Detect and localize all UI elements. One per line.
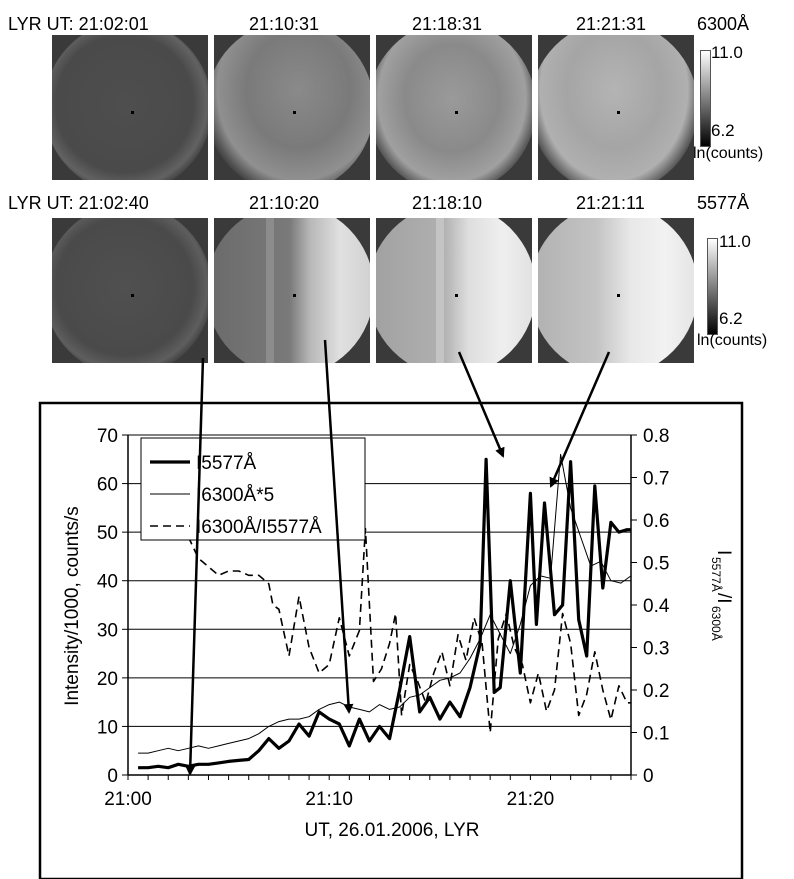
row1-time-label-2: 21:10:31 — [249, 14, 320, 34]
allsky-image-5577-2 — [214, 218, 370, 363]
y2-tick-label: 0.6 — [643, 511, 669, 532]
y-tick-label: 70 — [97, 426, 118, 447]
row1-time-label-3: 21:18:31 — [412, 14, 483, 34]
row1-cbar-min-label: 6.2 — [711, 121, 735, 140]
x-tick-label: 21:10 — [305, 789, 353, 810]
allsky-image-6300-4 — [538, 35, 694, 180]
y-tick-label: 0 — [107, 766, 118, 787]
x-axis-title: UT, 26.01.2006, LYR — [305, 820, 480, 841]
series-line-1 — [138, 457, 631, 770]
y-tick-label: 30 — [97, 620, 118, 641]
legend-label-2: I6300Å*5 — [196, 485, 274, 506]
legend-label-1: I5577Å — [196, 453, 257, 474]
y2-tick-label: 0.7 — [643, 469, 669, 490]
y2-tick-label: 0.3 — [643, 639, 669, 660]
row2-wavelength-label: 5577Å — [697, 193, 750, 213]
svg-text:I: I — [713, 550, 734, 555]
allsky-image-5577-1 — [52, 218, 208, 363]
series-line-3 — [187, 527, 631, 734]
y-tick-label: 20 — [97, 669, 118, 690]
series-line-2 — [138, 453, 632, 754]
row1-cbar-unit-label: ln(counts) — [693, 145, 764, 162]
row2-first-time-label: LYR UT: 21:02:40 — [8, 193, 149, 213]
y2-tick-label: 0.8 — [643, 426, 669, 447]
allsky-image-5577-4 — [538, 218, 694, 363]
legend-box — [140, 437, 366, 541]
allsky-image-5577-3 — [376, 218, 532, 363]
row2-cbar-unit-label: ln(counts) — [697, 332, 768, 349]
y-tick-label: 40 — [97, 572, 118, 593]
y-axis-title: Intensity/1000, counts/s — [62, 506, 83, 706]
row2-cbar-min-label: 6.2 — [719, 309, 743, 328]
arrow-image-3 — [457, 351, 505, 458]
svg-text:5577Å: 5577Å — [709, 557, 724, 592]
allsky-image-6300-3 — [376, 35, 532, 180]
y2-axis-title: I 5577Å /I 6300Å — [709, 550, 734, 641]
y2-tick-label: 0.5 — [643, 554, 669, 575]
y2-tick-label: 0.2 — [643, 681, 669, 702]
svg-text:/I: /I — [713, 593, 734, 604]
y-tick-label: 10 — [97, 717, 118, 738]
row2-cbar-max-label: 11.0 — [719, 232, 751, 251]
arrow-image-1 — [185, 357, 205, 776]
y2-tick-label: 0 — [643, 766, 654, 787]
x-tick-label: 21:20 — [507, 789, 555, 810]
legend-label-3: I6300Å/I5577Å — [196, 517, 322, 538]
row2-color-bar — [707, 238, 718, 335]
y-tick-label: 60 — [97, 475, 118, 496]
y2-tick-label: 0.1 — [643, 724, 669, 745]
y2-tick-label: 0.4 — [643, 596, 670, 617]
row2-time-label-3: 21:18:10 — [412, 193, 483, 213]
row2-time-label-4: 21:21:11 — [576, 193, 645, 213]
row1-color-bar — [700, 50, 711, 147]
row1-cbar-max-label: 11.0 — [711, 43, 743, 62]
allsky-image-6300-2 — [214, 35, 370, 180]
allsky-image-6300-1 — [52, 35, 208, 180]
row1-time-label-4: 21:21:31 — [576, 14, 647, 34]
y-tick-label: 50 — [97, 523, 118, 544]
row2-time-label-2: 21:10:20 — [249, 193, 320, 213]
arrow-image-4 — [549, 351, 611, 488]
svg-text:6300Å: 6300Å — [709, 606, 724, 641]
x-tick-label: 21:00 — [104, 789, 152, 810]
arrow-image-2 — [323, 339, 354, 714]
row1-first-time-label: LYR UT: 21:02:01 — [8, 14, 149, 34]
row1-wavelength-label: 6300Å — [697, 14, 750, 34]
